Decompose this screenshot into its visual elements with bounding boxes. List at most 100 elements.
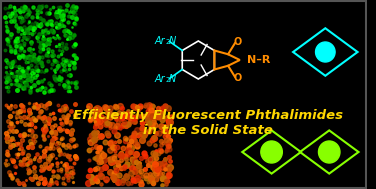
Point bbox=[65, 80, 71, 83]
Point bbox=[134, 178, 140, 181]
Point bbox=[147, 157, 153, 160]
Text: 2: 2 bbox=[166, 77, 170, 84]
Point bbox=[38, 174, 44, 177]
Point bbox=[72, 9, 78, 12]
Point bbox=[58, 167, 64, 170]
Point bbox=[52, 70, 58, 74]
Point bbox=[150, 180, 156, 184]
Point bbox=[162, 150, 168, 153]
Point bbox=[97, 145, 103, 148]
Point bbox=[88, 134, 94, 137]
Point bbox=[58, 122, 64, 125]
Point bbox=[14, 115, 20, 118]
Point bbox=[21, 163, 27, 166]
Point bbox=[165, 180, 171, 183]
Point bbox=[132, 160, 138, 163]
Point bbox=[159, 116, 165, 119]
Point bbox=[134, 143, 140, 146]
Point bbox=[24, 56, 30, 59]
Point bbox=[129, 158, 135, 161]
Point bbox=[44, 40, 50, 43]
Point bbox=[92, 134, 99, 137]
Point bbox=[3, 66, 9, 69]
Point bbox=[15, 153, 21, 156]
Point bbox=[15, 30, 21, 33]
Point bbox=[115, 162, 121, 165]
Point bbox=[114, 125, 120, 128]
Point bbox=[28, 32, 34, 35]
Point bbox=[34, 69, 40, 72]
Point bbox=[43, 104, 49, 107]
Point bbox=[18, 119, 24, 122]
Point bbox=[91, 156, 97, 159]
Point bbox=[73, 57, 79, 60]
Point bbox=[32, 156, 38, 159]
Point bbox=[130, 160, 136, 163]
Point bbox=[54, 141, 60, 144]
Point bbox=[146, 104, 152, 107]
Point bbox=[93, 124, 99, 127]
Point bbox=[160, 177, 166, 180]
Point bbox=[9, 60, 15, 63]
Point bbox=[44, 156, 50, 160]
Point bbox=[70, 11, 76, 14]
Point bbox=[23, 60, 29, 64]
Point bbox=[18, 27, 24, 30]
Point bbox=[53, 180, 59, 183]
Point bbox=[21, 80, 27, 83]
Point bbox=[155, 115, 161, 118]
Point bbox=[160, 142, 166, 145]
Point bbox=[52, 60, 58, 63]
Point bbox=[23, 82, 29, 85]
Point bbox=[20, 107, 26, 110]
Point bbox=[48, 29, 54, 32]
Point bbox=[63, 163, 69, 166]
Point bbox=[61, 176, 67, 179]
Point bbox=[131, 117, 137, 120]
Point bbox=[43, 127, 49, 130]
Point bbox=[153, 156, 159, 159]
Point bbox=[68, 138, 74, 141]
Point bbox=[5, 40, 11, 43]
Point bbox=[60, 128, 66, 131]
Point bbox=[63, 9, 69, 12]
Text: O: O bbox=[234, 37, 242, 47]
Point bbox=[64, 60, 70, 63]
Point bbox=[35, 116, 41, 119]
Point bbox=[8, 138, 14, 141]
Point bbox=[42, 4, 49, 7]
Point bbox=[70, 44, 76, 47]
Point bbox=[86, 119, 92, 122]
Point bbox=[86, 104, 92, 107]
Point bbox=[148, 112, 154, 115]
Point bbox=[27, 90, 33, 93]
Point bbox=[63, 128, 69, 131]
Point bbox=[111, 156, 117, 159]
Point bbox=[143, 104, 149, 107]
Point bbox=[142, 105, 148, 108]
Circle shape bbox=[318, 141, 340, 163]
Point bbox=[46, 167, 52, 170]
Point bbox=[25, 65, 31, 68]
Point bbox=[24, 156, 30, 160]
Point bbox=[39, 63, 45, 66]
Point bbox=[56, 9, 62, 12]
Point bbox=[48, 84, 54, 87]
Point bbox=[5, 154, 11, 157]
Point bbox=[124, 122, 130, 125]
Point bbox=[27, 46, 33, 49]
Point bbox=[144, 163, 150, 167]
Point bbox=[56, 141, 62, 144]
Point bbox=[73, 5, 79, 9]
Point bbox=[149, 158, 155, 161]
Point bbox=[159, 183, 165, 186]
Point bbox=[71, 21, 77, 24]
Point bbox=[148, 176, 154, 179]
Point bbox=[9, 122, 15, 125]
Point bbox=[62, 86, 68, 89]
Point bbox=[54, 14, 60, 17]
Point bbox=[94, 106, 100, 109]
Point bbox=[27, 177, 33, 180]
Point bbox=[127, 137, 133, 140]
Point bbox=[21, 6, 27, 9]
